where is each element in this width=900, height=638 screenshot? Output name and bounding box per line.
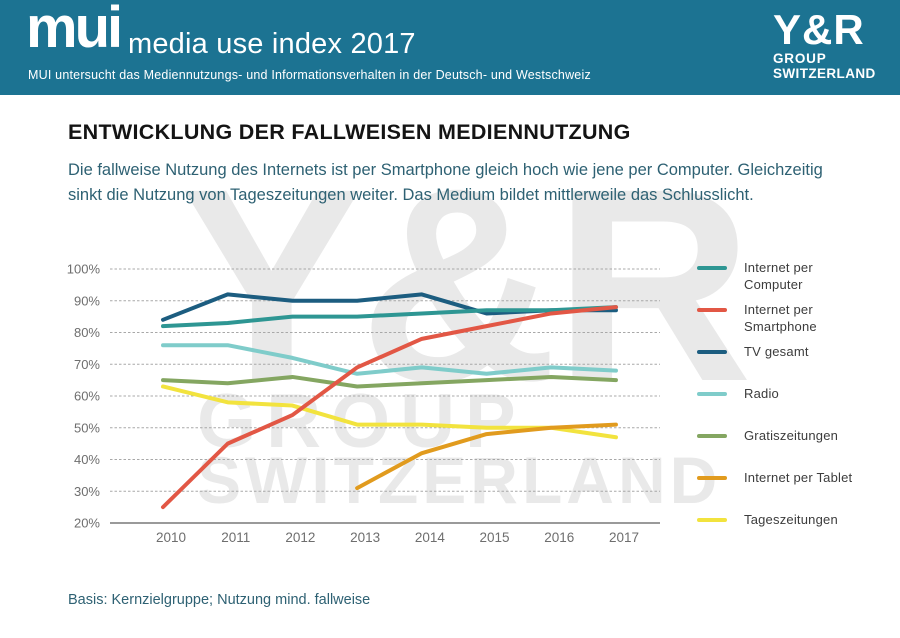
x-tick-label-2017: 2017 [609, 530, 639, 545]
legend-swatch-tageszeitungen [697, 518, 727, 522]
legend-label-tageszeitungen: Tageszeitungen [744, 512, 838, 527]
watermark-switzerland-text: SWITZERLAND [197, 443, 722, 517]
y-tick-label-90: 90% [74, 293, 100, 308]
header-subtitle: MUI untersucht das Mediennutzungs- und I… [28, 68, 591, 82]
yr-logo-switzerland: SWITZERLAND [773, 65, 876, 81]
series-line-internet-per-smartphone [161, 305, 618, 510]
header-title: media use index 2017 [128, 28, 416, 60]
chart-legend: Internet per Computer Internet per Smartp… [697, 260, 862, 554]
yr-logo-group: GROUP [773, 50, 827, 66]
y-tick-label-40: 40% [74, 452, 100, 467]
x-tick-label-2016: 2016 [544, 530, 574, 545]
footnote: Basis: Kernzielgruppe; Nutzung mind. fal… [68, 592, 371, 608]
series-line-internet-per-computer [161, 305, 618, 329]
legend-label-internet-per-smartphone: Internet per Smartphone [744, 302, 817, 334]
x-tick-label-2010: 2010 [156, 530, 186, 545]
y-tick-label-100: 100% [67, 262, 101, 277]
y-tick-label-50: 50% [74, 420, 100, 435]
x-tick-label-2011: 2011 [221, 530, 250, 545]
legend-label-tv-gesamt: TV gesamt [744, 344, 809, 359]
y-tick-label-60: 60% [74, 389, 100, 404]
x-tick-label-2013: 2013 [350, 530, 380, 545]
legend-item-radio: Radio [697, 386, 862, 428]
legend-swatch-internet-per-smartphone [697, 308, 727, 312]
y-tick-label-20: 20% [74, 516, 100, 531]
page-title: ENTWICKLUNG DER FALLWEISEN MEDIENNUTZUNG [68, 120, 631, 144]
y-tick-label-30: 30% [74, 484, 100, 499]
series-line-radio [161, 343, 618, 376]
x-tick-label-2015: 2015 [480, 530, 510, 545]
legend-item-gratiszeitungen: Gratiszeitungen [697, 428, 862, 470]
legend-label-internet-per-tablet: Internet per Tablet [744, 470, 853, 485]
legend-item-tageszeitungen: Tageszeitungen [697, 512, 862, 554]
yr-group-logo: Y&R GROUP SWITZERLAND [773, 6, 876, 81]
yr-logo-text: Y&R [773, 6, 865, 53]
x-tick-label-2014: 2014 [415, 530, 446, 545]
legend-item-internet-per-computer: Internet per Computer [697, 260, 862, 302]
legend-item-internet-per-smartphone: Internet per Smartphone [697, 302, 862, 344]
legend-swatch-tv-gesamt [697, 350, 727, 354]
legend-item-tv-gesamt: TV gesamt [697, 344, 862, 386]
x-tick-label-2012: 2012 [285, 530, 315, 545]
y-tick-label-80: 80% [74, 325, 100, 340]
mui-logo: mui [26, 0, 123, 60]
legend-swatch-internet-per-computer [697, 266, 727, 270]
y-tick-label-70: 70% [74, 357, 100, 372]
legend-swatch-radio [697, 392, 727, 396]
series-line-internet-per-tablet [355, 422, 618, 491]
legend-label-radio: Radio [744, 386, 779, 401]
legend-label-gratiszeitungen: Gratiszeitungen [744, 428, 839, 443]
legend-swatch-internet-per-tablet [697, 476, 727, 480]
legend-item-internet-per-tablet: Internet per Tablet [697, 470, 862, 512]
intro-paragraph: Die fallweise Nutzung des Internets ist … [68, 161, 823, 204]
watermark-group-text: GROUP [197, 379, 526, 464]
series-line-gratiszeitungen [161, 374, 618, 389]
legend-label-internet-per-computer: Internet per Computer [744, 260, 813, 292]
line-chart: 100% 90% 80% 70% 60% 50% 40% 30% 20% 2010 2011 2012… [67, 262, 660, 545]
header-band: mui media use index 2017 MUI untersucht … [0, 0, 900, 95]
legend-swatch-gratiszeitungen [697, 434, 727, 438]
